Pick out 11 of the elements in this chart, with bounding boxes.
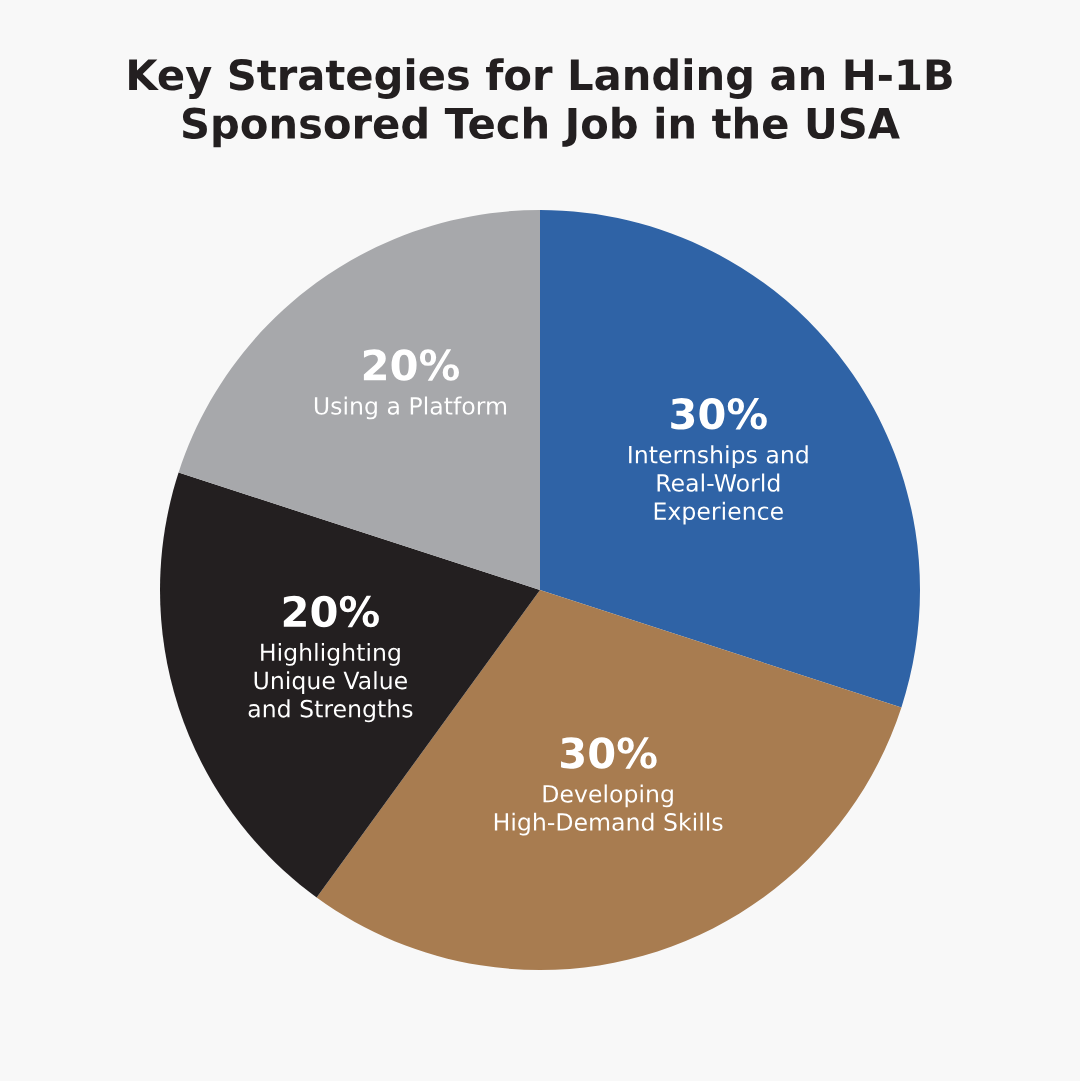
slice-label: Developing High-Demand Skills xyxy=(494,784,723,836)
chart-title: Key Strategies for Landing an H-1B Sponsored Tech Job in the USA xyxy=(129,58,952,148)
slice-label: Using a Platform xyxy=(314,396,507,420)
slice-label: Internships and Real-World Experience xyxy=(629,445,808,525)
data-label: 20% xyxy=(363,349,459,381)
data-label: 30% xyxy=(561,737,657,769)
pie-slice xyxy=(178,210,540,590)
data-label: 20% xyxy=(283,595,379,628)
pie-slice xyxy=(540,210,920,708)
data-label: 30% xyxy=(671,398,767,430)
slice-label: Highlighting Unique Value and Strengths xyxy=(248,642,413,723)
